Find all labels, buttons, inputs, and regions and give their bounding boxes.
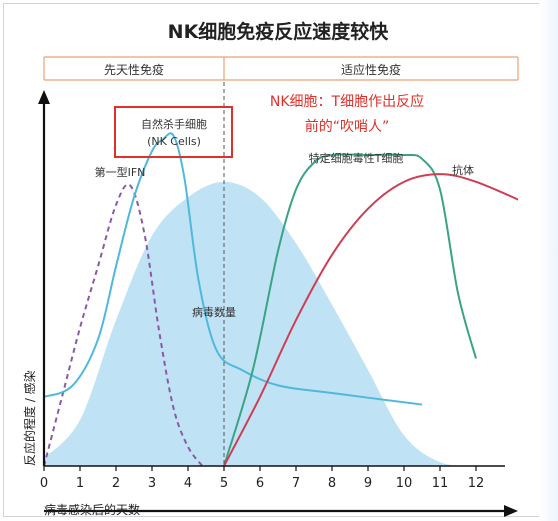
x-tick-label: 4 (184, 476, 192, 491)
ctl-line (223, 153, 477, 466)
virus-area (44, 181, 476, 466)
chart-title: NK细胞免疫反应速度较快 (168, 20, 390, 43)
x-tick-layer: 0 1 2 3 4 5 6 7 8 9 10 11 12 (40, 466, 484, 491)
antibody-line (223, 173, 518, 466)
y-axis-arrow (38, 90, 50, 104)
x-tick-label: 11 (432, 476, 449, 491)
x-tick-label: 9 (364, 476, 372, 491)
virus-label: 病毒数量 (192, 305, 236, 319)
x-axis-title: 病毒感染后的天数 (44, 502, 140, 517)
x-tick-label: 8 (328, 476, 336, 491)
ifn-line (44, 183, 204, 466)
callout-line-1: NK细胞：T细胞作出反应 (270, 93, 424, 110)
ctl-label: 特定细胞毒性T细胞 (309, 151, 404, 165)
x-tick-label: 0 (40, 476, 48, 491)
x-tick-label: 3 (148, 476, 156, 491)
x-tick-label: 6 (256, 476, 264, 491)
x-tick-label: 5 (220, 476, 228, 491)
x-axis-arrow (504, 505, 518, 517)
nk-label: 自然杀手细胞 (141, 117, 207, 131)
callout-line-2: 前的“吹哨人” (305, 118, 390, 135)
x-tick-label: 1 (76, 476, 84, 491)
ifn-label: 第一型IFN (95, 165, 146, 179)
phase-adaptive-label: 适应性免疫 (341, 62, 401, 77)
series-line-layer (44, 132, 518, 466)
virus-area-layer (44, 181, 476, 466)
nk-cells-line (44, 132, 423, 406)
nk-highlight-box (114, 106, 233, 158)
window-edge (539, 0, 558, 521)
y-axis-title: 反应的程度 / 感染 (22, 370, 37, 466)
x-tick-label: 10 (396, 476, 413, 491)
x-tick-label: 2 (112, 476, 120, 491)
x-tick-label: 7 (292, 476, 300, 491)
phase-innate-label: 先天性免疫 (104, 62, 164, 77)
nk-label-en: (NK Cells) (147, 135, 201, 148)
antibody-label: 抗体 (452, 163, 474, 177)
x-tick-label: 12 (468, 476, 485, 491)
